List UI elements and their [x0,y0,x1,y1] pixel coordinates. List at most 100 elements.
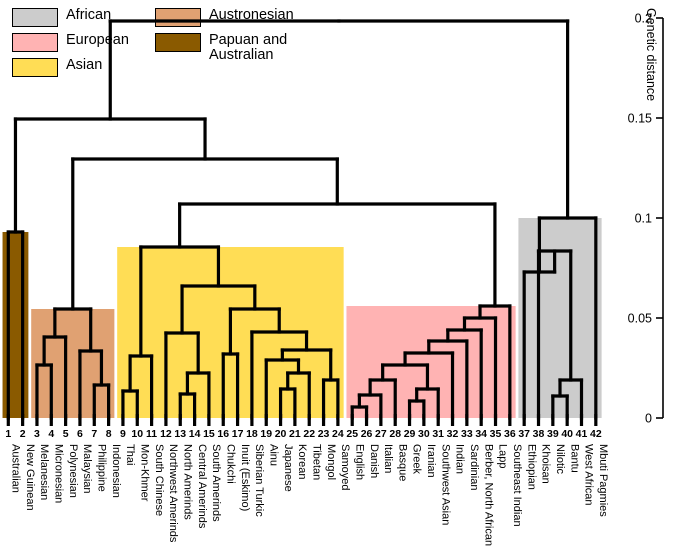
group-band-european [346,306,516,418]
leaf-label: Thai [124,444,136,465]
y-axis: 0.2 0.15 0.1 0.05 0 Genetic distance [628,8,664,426]
leaf-number: 20 [275,428,287,440]
legend-item-african: African [12,8,111,27]
legend-label: Austronesian [209,7,294,23]
leaf-number: 40 [561,428,573,440]
leaf-label: Berber, North African [482,444,494,546]
leaf-number: 22 [303,428,315,440]
leaf-label: South Chinese [153,444,165,516]
leaf-number: 33 [461,428,473,440]
leaf-label: Bantu [568,444,580,473]
legend-item-european: European [12,33,129,52]
leaf-number: 42 [590,428,602,440]
leaf-label: South Amerinds [210,444,222,522]
leaf-label: Tibetan [310,444,322,480]
leaf-label: Southwest Asian [439,444,451,525]
leaf-label: Malaysian [81,444,93,494]
legend-label: Papuan and Australian [209,32,288,63]
legend-label: African [66,7,112,23]
tree-links [6,19,598,420]
leaf-label: Melanesian [38,444,50,500]
axis-tick-label: 0.05 [628,312,652,326]
leaf-label: Polynesian [67,444,79,498]
leaf-label: Basque [396,444,408,481]
leaf-number: 3 [34,428,40,440]
leaf-number: 34 [475,428,487,440]
leaf-number: 5 [63,428,69,440]
leaf-label: North Amerinds [181,444,193,520]
legend-item-papuan-and-australian: Papuan and Australian [155,33,287,63]
leaf-label: Mongol [325,444,337,480]
leaf-number: 18 [246,428,258,440]
leaf-number: 31 [432,428,444,440]
leaf-label: Nilotic [554,444,566,474]
leaf-number: 12 [160,428,172,440]
leaf-label: Central Amerinds [196,444,208,529]
leaf-label: Australian [10,444,22,493]
leaf-label: Philippine [95,444,107,492]
leaf-number: 38 [533,428,545,440]
legend-label: Asian [66,57,103,73]
leaf-label: Ethiopian [525,444,537,490]
leaf-number: 29 [404,428,416,440]
leaf-number: 21 [289,428,301,440]
leaf-label: Inuit (Eskimo) [239,444,251,511]
leaf-label: English [353,444,365,480]
group-bands [2,218,602,418]
leaf-label: Khoisan [540,444,552,484]
leaf-label: Indonesian [110,444,122,498]
legend-label: European [66,32,129,48]
leaf-number: 11 [146,428,157,440]
leaf-labels: Australian New Guinean Melanesian Micronesi… [10,444,610,546]
leaf-label: Japanese [282,444,294,492]
leaf-label: New Guinean [24,444,36,511]
leaf-number: 35 [490,428,502,440]
leaf-number: 15 [203,428,215,440]
leaf-label: Mon-Khmer [138,444,150,502]
axis-tick-label: 0.1 [635,212,652,226]
legend-swatch [155,33,201,52]
leaf-label: Ainu [267,444,279,466]
legend-swatch [12,33,58,52]
axis-tick-label: 0.2 [635,12,652,26]
leaf-label: Chukchi [224,444,236,484]
axis-tick-label: 0.15 [628,112,652,126]
leaf-number: 1 [5,428,11,440]
leaf-ticks [6,414,598,426]
leaf-label: Sardinian [468,444,480,490]
leaf-number: 30 [418,428,430,440]
leaf-label: Lapp [497,444,509,468]
leaf-number: 13 [174,428,186,440]
leaf-label: Mbuti Pagmies [597,444,609,517]
leaf-number: 37 [518,428,530,440]
leaf-label: West African [583,444,595,506]
group-band-papuan-and-australian [2,232,29,418]
leaf-number: 27 [375,428,387,440]
axis-tick-label: 0 [645,412,652,426]
axis-title: Genetic distance [644,8,658,101]
leaf-label: Northwest Amerinds [167,444,179,543]
leaf-number: 2 [20,428,26,440]
leaf-number: 41 [576,428,588,440]
leaf-number: 16 [217,428,229,440]
leaf-label: Italian [382,444,394,473]
leaf-number: 25 [346,428,358,440]
leaf-number: 19 [260,428,272,440]
leaf-label: Korean [296,444,308,479]
leaf-number: 36 [504,428,516,440]
leaf-label: Danish [368,444,380,478]
leaf-number: 32 [447,428,459,440]
leaf-label: Samoyed [339,444,351,490]
leaf-number: 24 [332,428,344,440]
leaf-number: 17 [232,428,244,440]
leaf-label: Southeast Indian [511,444,523,527]
leaf-number: 6 [77,428,83,440]
legend-swatch [12,58,58,77]
leaf-number: 39 [547,428,559,440]
leaf-number: 28 [389,428,401,440]
leaf-numbers: 1 2 3 4 5 6 7 8 9 10 11 12 13 14 15 16 17 18 19 20 21 22 23 24 2… [5,428,601,440]
leaf-number: 10 [131,428,143,440]
leaf-label: Siberian Turkic [253,444,265,517]
